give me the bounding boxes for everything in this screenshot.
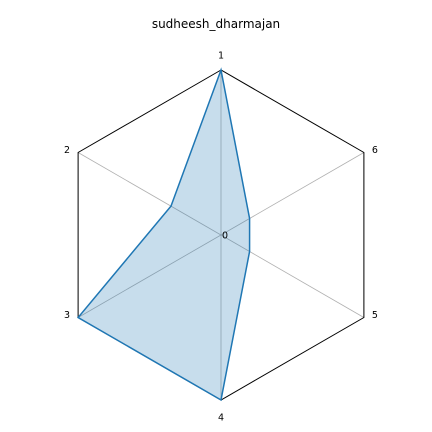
spoke-5 bbox=[220, 234, 365, 318]
axis-label-5: 5 bbox=[372, 310, 378, 321]
axis-label-1: 1 bbox=[218, 51, 224, 62]
center-label: 0 bbox=[222, 231, 228, 242]
series-layer bbox=[76, 67, 251, 402]
axis-label-3: 3 bbox=[64, 310, 70, 321]
spoke-3 bbox=[77, 234, 222, 318]
radial-grid bbox=[77, 70, 365, 400]
spoke-2 bbox=[77, 152, 222, 236]
axis-label-4: 4 bbox=[218, 413, 224, 424]
series-area-0 bbox=[78, 70, 250, 400]
axis-label-6: 6 bbox=[372, 145, 378, 156]
chart-title: sudheesh_dharmajan bbox=[151, 17, 281, 31]
axis-label-2: 2 bbox=[64, 145, 70, 156]
axis-labels: 1 2 3 4 5 6 bbox=[64, 51, 378, 424]
spoke-6 bbox=[220, 152, 365, 236]
